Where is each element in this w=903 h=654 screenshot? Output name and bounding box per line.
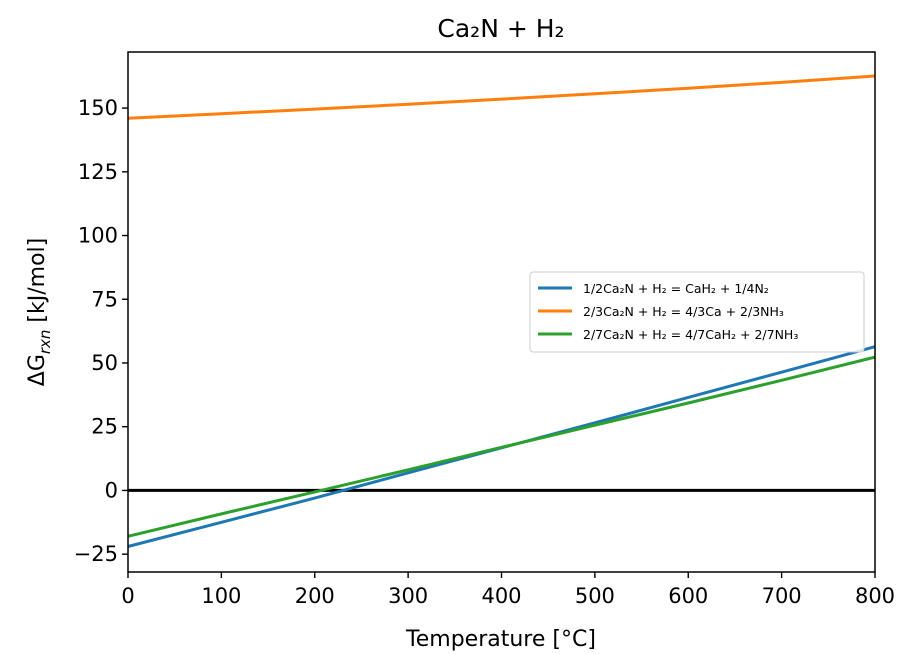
x-tick-label: 600 bbox=[668, 584, 708, 608]
x-tick-label: 800 bbox=[855, 584, 895, 608]
y-axis-label-prefix: ΔG bbox=[25, 354, 50, 386]
x-tick-label: 100 bbox=[201, 584, 241, 608]
x-tick-label: 300 bbox=[388, 584, 428, 608]
y-tick-label: 150 bbox=[78, 96, 118, 120]
y-tick-label: 25 bbox=[91, 415, 118, 439]
x-tick-label: 200 bbox=[295, 584, 335, 608]
legend: 1/2Ca₂N + H₂ = CaH₂ + 1/4N₂ 2/3Ca₂N + H₂ … bbox=[529, 271, 865, 353]
x-tick-label: 0 bbox=[121, 584, 134, 608]
y-tick-label: 0 bbox=[105, 478, 118, 502]
x-tick-label: 400 bbox=[481, 584, 521, 608]
plot-area: 0 100 200 300 400 500 600 700 800−25025507510012… bbox=[74, 51, 895, 608]
legend-label-2: 2/3Ca₂N + H₂ = 4/3Ca + 2/3NH₃ bbox=[583, 304, 784, 319]
y-tick-label: 125 bbox=[78, 160, 118, 184]
x-tick-label: 700 bbox=[762, 584, 802, 608]
x-tick-label: 500 bbox=[575, 584, 615, 608]
y-tick-label: 75 bbox=[91, 287, 118, 311]
legend-label-3: 2/7Ca₂N + H₂ = 4/7CaH₂ + 2/7NH₃ bbox=[583, 327, 798, 342]
y-axis-label-suffix: [kJ/mol] bbox=[25, 238, 50, 330]
y-tick-label: 50 bbox=[91, 351, 118, 375]
legend-label-1: 1/2Ca₂N + H₂ = CaH₂ + 1/4N₂ bbox=[583, 281, 769, 296]
y-axis-label-subscript: rxn bbox=[36, 330, 54, 355]
x-axis-label: Temperature [°C] bbox=[405, 627, 596, 652]
series-line-3 bbox=[127, 355, 876, 538]
legend-box bbox=[529, 271, 865, 353]
chart-title: Ca₂N + H₂ bbox=[437, 14, 564, 43]
y-tick-label: −25 bbox=[74, 542, 118, 566]
y-tick-label: 100 bbox=[78, 224, 118, 248]
series-line-2 bbox=[127, 74, 876, 120]
y-axis-label: ΔGrxn [kJ/mol] bbox=[25, 238, 54, 386]
